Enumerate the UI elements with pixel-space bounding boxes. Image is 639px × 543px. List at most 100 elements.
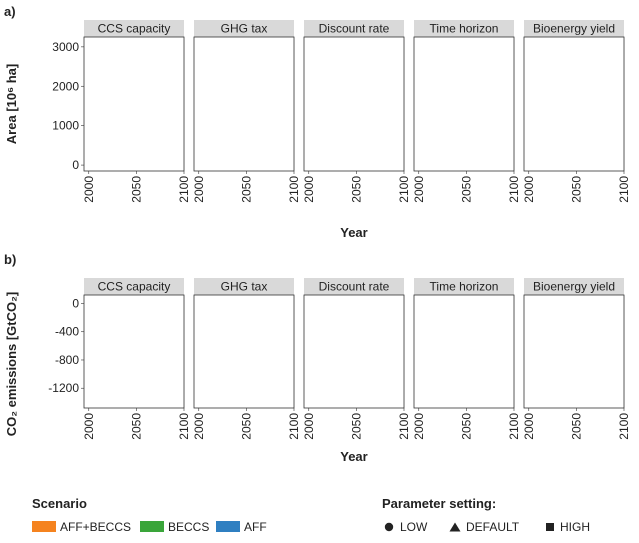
- plot-border: [413, 36, 515, 172]
- x-tick-label: 2050: [349, 176, 363, 203]
- legend-label-aff: AFF: [244, 520, 267, 534]
- facet-title: GHG tax: [221, 22, 268, 36]
- x-tick-label: 2100: [397, 413, 411, 440]
- legend-swatch-aff: [216, 521, 240, 532]
- legend-setting-title: Parameter setting:: [382, 496, 496, 511]
- facet-discount-rate: Discount rate 2000 2050 2100: [302, 278, 411, 440]
- x-tick-label: 2050: [569, 176, 583, 203]
- facet-strip: [414, 278, 514, 295]
- legend-label-aff-beccs: AFF+BECCS: [60, 520, 131, 534]
- y-tick-label: -1200: [48, 381, 79, 395]
- x-tick-label: 2000: [82, 413, 96, 440]
- facet-time-horizon: Time horizon 2000 2050 2100: [412, 20, 521, 203]
- facet-title: Bioenergy yield: [533, 280, 615, 294]
- y-tick-label: 3000: [52, 40, 79, 54]
- facet-ccs-capacity: CCS capacity 2000 2050 2100 0 -400 -800 -1200: [48, 278, 191, 440]
- facet-strip: [194, 20, 294, 37]
- y-tick-label: 1000: [52, 119, 79, 133]
- facet-title: Discount rate: [319, 22, 390, 36]
- x-tick-label: 2000: [522, 176, 536, 203]
- x-axis-title: Year: [340, 225, 367, 240]
- panel-tag: b): [4, 252, 16, 267]
- plot-border: [303, 36, 405, 172]
- facet-strip: [304, 278, 404, 295]
- x-tick-label: 2100: [287, 413, 301, 440]
- legend-marker-high: [546, 523, 554, 531]
- x-tick-label: 2000: [412, 176, 426, 203]
- x-tick-label: 2100: [177, 413, 191, 440]
- plot-border: [193, 36, 295, 172]
- x-tick-label: 2050: [459, 176, 473, 203]
- plot-border: [303, 294, 405, 409]
- plot-border: [523, 294, 625, 409]
- x-axis-title: Year: [340, 449, 367, 464]
- facet-strip: [524, 20, 624, 37]
- legend-marker-low: [384, 522, 394, 532]
- plot-border: [193, 294, 295, 409]
- facet-ghg-tax: GHG tax 2000 2050 2100: [192, 20, 301, 203]
- facet-title: Time horizon: [430, 22, 499, 36]
- x-tick-label: 2050: [129, 413, 143, 440]
- facet-bioenergy-yield: Bioenergy yield 2000 2050 2100: [522, 20, 631, 203]
- x-tick-label: 2000: [192, 413, 206, 440]
- x-tick-label: 2050: [129, 176, 143, 203]
- x-tick-label: 2050: [569, 413, 583, 440]
- y-tick-label: 2000: [52, 79, 79, 93]
- x-tick-label: 2000: [192, 176, 206, 203]
- plot-border: [413, 294, 515, 409]
- x-tick-label: 2100: [617, 176, 631, 203]
- x-tick-label: 2100: [507, 413, 521, 440]
- facet-title: Discount rate: [319, 280, 390, 294]
- y-tick-label: 0: [72, 296, 79, 310]
- x-tick-label: 2050: [239, 176, 253, 203]
- x-tick-label: 2050: [239, 413, 253, 440]
- x-tick-label: 2000: [302, 176, 316, 203]
- facet-title: CCS capacity: [98, 280, 171, 294]
- legend: Scenario AFF+BECCS BECCS AFF Parameter s…: [32, 496, 590, 534]
- panel-tag: a): [4, 4, 16, 19]
- facet-ghg-tax: GHG tax 2000 2050 2100: [192, 278, 301, 440]
- facet-strip: [84, 278, 184, 295]
- facet-bioenergy-yield: Bioenergy yield 2000 2050 2100: [522, 278, 631, 440]
- y-axis-title: CO₂ emissions [GtCO₂]: [4, 292, 19, 436]
- plot-border: [83, 294, 185, 409]
- x-tick-label: 2000: [412, 413, 426, 440]
- legend-label-default: DEFAULT: [466, 520, 520, 534]
- x-tick-label: 2100: [177, 176, 191, 203]
- y-axis-title: Area [10⁶ ha]: [4, 64, 19, 144]
- x-tick-label: 2000: [302, 413, 316, 440]
- legend-label-beccs: BECCS: [168, 520, 209, 534]
- legend-label-high: HIGH: [560, 520, 590, 534]
- legend-label-low: LOW: [400, 520, 428, 534]
- facet-strip: [84, 20, 184, 37]
- facet-strip: [414, 20, 514, 37]
- facet-strip: [304, 20, 404, 37]
- legend-marker-default: [449, 522, 461, 532]
- x-tick-label: 2050: [349, 413, 363, 440]
- x-tick-label: 2050: [459, 413, 473, 440]
- facet-strip: [194, 278, 294, 295]
- facet-title: CCS capacity: [98, 22, 171, 36]
- chart-emissions: b) CO₂ emissions [GtCO₂] Year CCS capacity 2…: [4, 252, 631, 464]
- x-tick-label: 2000: [522, 413, 536, 440]
- x-tick-label: 2100: [397, 176, 411, 203]
- x-tick-label: 2100: [617, 413, 631, 440]
- x-tick-label: 2100: [287, 176, 301, 203]
- chart-area: a) Area [10⁶ ha] Year CCS capacity 2000 2050 2…: [4, 4, 631, 240]
- facet-strip: [524, 278, 624, 295]
- legend-swatch-beccs: [140, 521, 164, 532]
- facet-title: Time horizon: [430, 280, 499, 294]
- y-tick-label: -800: [55, 353, 79, 367]
- facet-discount-rate: Discount rate 2000 2050 2100: [302, 20, 411, 203]
- facet-title: GHG tax: [221, 280, 268, 294]
- x-tick-label: 2000: [82, 176, 96, 203]
- y-tick-label: -400: [55, 325, 79, 339]
- facet-time-horizon: Time horizon 2000 2050 2100: [412, 278, 521, 440]
- facet-ccs-capacity: CCS capacity 2000 2050 2100 0 1000 2000 3000: [52, 20, 191, 203]
- plot-border: [523, 36, 625, 172]
- legend-swatch-aff-beccs: [32, 521, 56, 532]
- plot-border: [83, 36, 185, 172]
- facet-title: Bioenergy yield: [533, 22, 615, 36]
- y-tick-label: 0: [72, 158, 79, 172]
- legend-scenario-title: Scenario: [32, 496, 87, 511]
